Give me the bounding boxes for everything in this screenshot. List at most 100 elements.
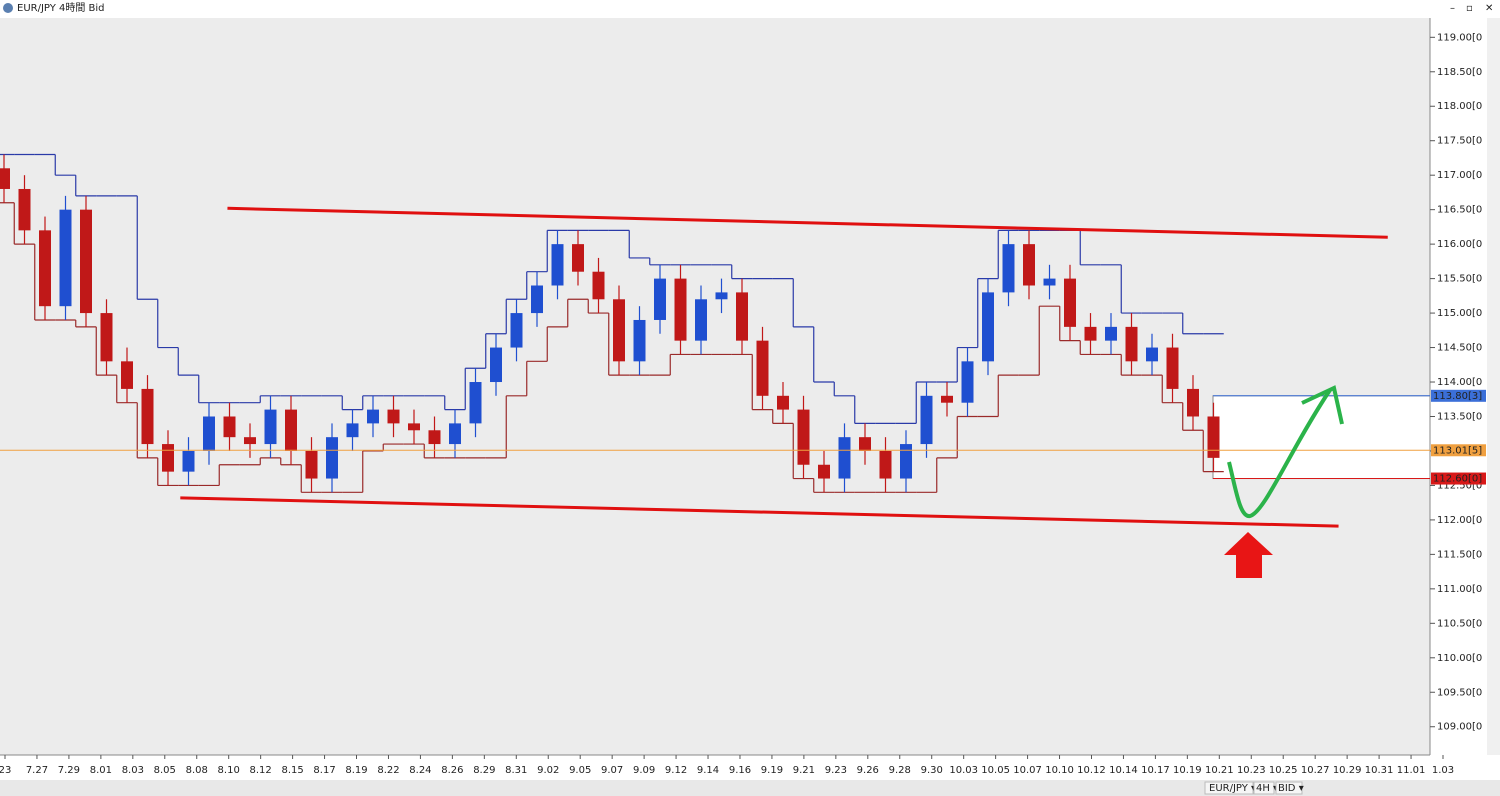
candle-body [1084, 326, 1097, 341]
x-tick-label: 10.29 [1333, 765, 1362, 776]
y-tick-label: 110.00[0 [1437, 653, 1482, 664]
price-type-select[interactable] [1275, 781, 1303, 795]
candle-body [1187, 388, 1199, 417]
candle-body [838, 437, 851, 479]
x-tick-label: 9.07 [601, 765, 623, 776]
y-tick-label: 114.00[0 [1437, 377, 1482, 388]
candle-body [777, 395, 789, 410]
candle-body [654, 278, 666, 320]
candle-body [223, 416, 236, 438]
price-label: 113.80[3] [1433, 391, 1482, 402]
y-tick-label: 117.50[0 [1437, 136, 1482, 147]
plot-area [0, 18, 1430, 755]
price-label: 113.01[5] [1433, 445, 1482, 456]
x-tick-label: 9.28 [889, 765, 911, 776]
candle-body [920, 395, 933, 445]
x-tick-label: 10.03 [949, 765, 978, 776]
x-tick-label: 8.15 [281, 765, 303, 776]
y-tick-label: 113.50[0 [1437, 411, 1482, 422]
x-tick-label: 10.23 [1237, 765, 1266, 776]
candle-body [326, 437, 338, 479]
x-tick-label: 10.27 [1301, 765, 1330, 776]
y-tick-label: 109.50[0 [1437, 687, 1482, 698]
candle-body [1023, 244, 1035, 286]
x-tick-label: 10.12 [1077, 765, 1106, 776]
candle-body [572, 244, 584, 272]
x-tick-label: 11.01 [1397, 765, 1426, 776]
candle-body [551, 244, 564, 286]
candle-body [449, 423, 461, 445]
forecast-arrow [1227, 388, 1332, 518]
price-axis [1430, 18, 1487, 755]
y-tick-label: 116.00[0 [1437, 239, 1482, 250]
x-tick-label: 9.30 [921, 765, 943, 776]
restore-button[interactable]: ▫ [1466, 3, 1473, 14]
candle-body [756, 340, 769, 396]
candle-body [100, 313, 113, 362]
candle-body [633, 319, 646, 362]
x-tick-label: 9.02 [537, 765, 559, 776]
candle-body [1002, 244, 1015, 293]
candle-body [0, 168, 10, 189]
candle-body [941, 395, 953, 403]
x-tick-label: 9.09 [633, 765, 655, 776]
x-tick-label: 8.19 [345, 765, 367, 776]
candle-body [264, 409, 277, 445]
x-tick-label: 8.12 [250, 765, 272, 776]
price-type-select-label[interactable]: BID ▾ [1278, 783, 1304, 794]
candle-body [121, 361, 133, 389]
candle-body [285, 409, 297, 451]
candle-body [1043, 278, 1056, 286]
x-tick-label: 10.07 [1013, 765, 1042, 776]
candle-body [490, 347, 502, 383]
x-tick-label: 10.19 [1173, 765, 1202, 776]
candle-body [879, 450, 892, 479]
candle-body [162, 444, 174, 472]
x-tick-label: 10.14 [1109, 765, 1138, 776]
forecast-arrowhead [1301, 385, 1344, 425]
close-button[interactable]: ✕ [1485, 3, 1493, 14]
window-title: EUR/JPY 4時間 Bid [17, 2, 105, 14]
y-tick-label: 114.50[0 [1437, 343, 1482, 354]
toolbar [0, 780, 1500, 796]
plot-layer [0, 153, 1431, 528]
minimize-button[interactable]: – [1450, 3, 1455, 14]
x-tick-label: 9.21 [793, 765, 815, 776]
x-tick-label: 8.22 [377, 765, 399, 776]
y-tick-label: 119.00[0 [1437, 32, 1482, 43]
candle-body [182, 450, 195, 472]
candle-body [982, 292, 994, 362]
x-tick-label: 10.10 [1045, 765, 1074, 776]
symbol-select-label[interactable]: EUR/JPY ▾ [1209, 783, 1256, 794]
price-label-box [1431, 444, 1486, 457]
app-icon [3, 3, 13, 13]
x-tick-label: 9.12 [665, 765, 687, 776]
timeframe-select[interactable] [1253, 781, 1275, 795]
symbol-select[interactable] [1204, 781, 1254, 795]
x-tick-label: 23 [0, 765, 11, 776]
candle-body [1064, 278, 1076, 327]
x-tick-label: 9.16 [729, 765, 751, 776]
candle-body [900, 444, 912, 479]
candle-body [59, 209, 72, 307]
y-tick-label: 118.50[0 [1437, 67, 1482, 78]
y-tick-label: 112.00[0 [1437, 515, 1482, 526]
x-tick-label: 8.05 [154, 765, 176, 776]
candle-body [1125, 326, 1138, 362]
x-tick-label: 8.17 [313, 765, 335, 776]
trend-line [227, 206, 1388, 239]
x-tick-label: 8.03 [122, 765, 144, 776]
candle-body [18, 188, 31, 231]
x-tick-label: 8.26 [441, 765, 463, 776]
y-tick-label: 111.50[0 [1437, 549, 1482, 560]
x-tick-label: 10.21 [1205, 765, 1234, 776]
scrollbar[interactable] [1487, 18, 1500, 755]
x-tick-label: 1.03 [1432, 765, 1454, 776]
x-tick-label: 9.19 [761, 765, 783, 776]
x-tick-label: 8.24 [409, 765, 431, 776]
x-tick-label: 8.31 [505, 765, 527, 776]
candle-body [859, 437, 871, 451]
time-axis [0, 755, 1500, 780]
timeframe-select-label[interactable]: 4H ▾ [1256, 783, 1278, 794]
candle-body [141, 388, 154, 445]
